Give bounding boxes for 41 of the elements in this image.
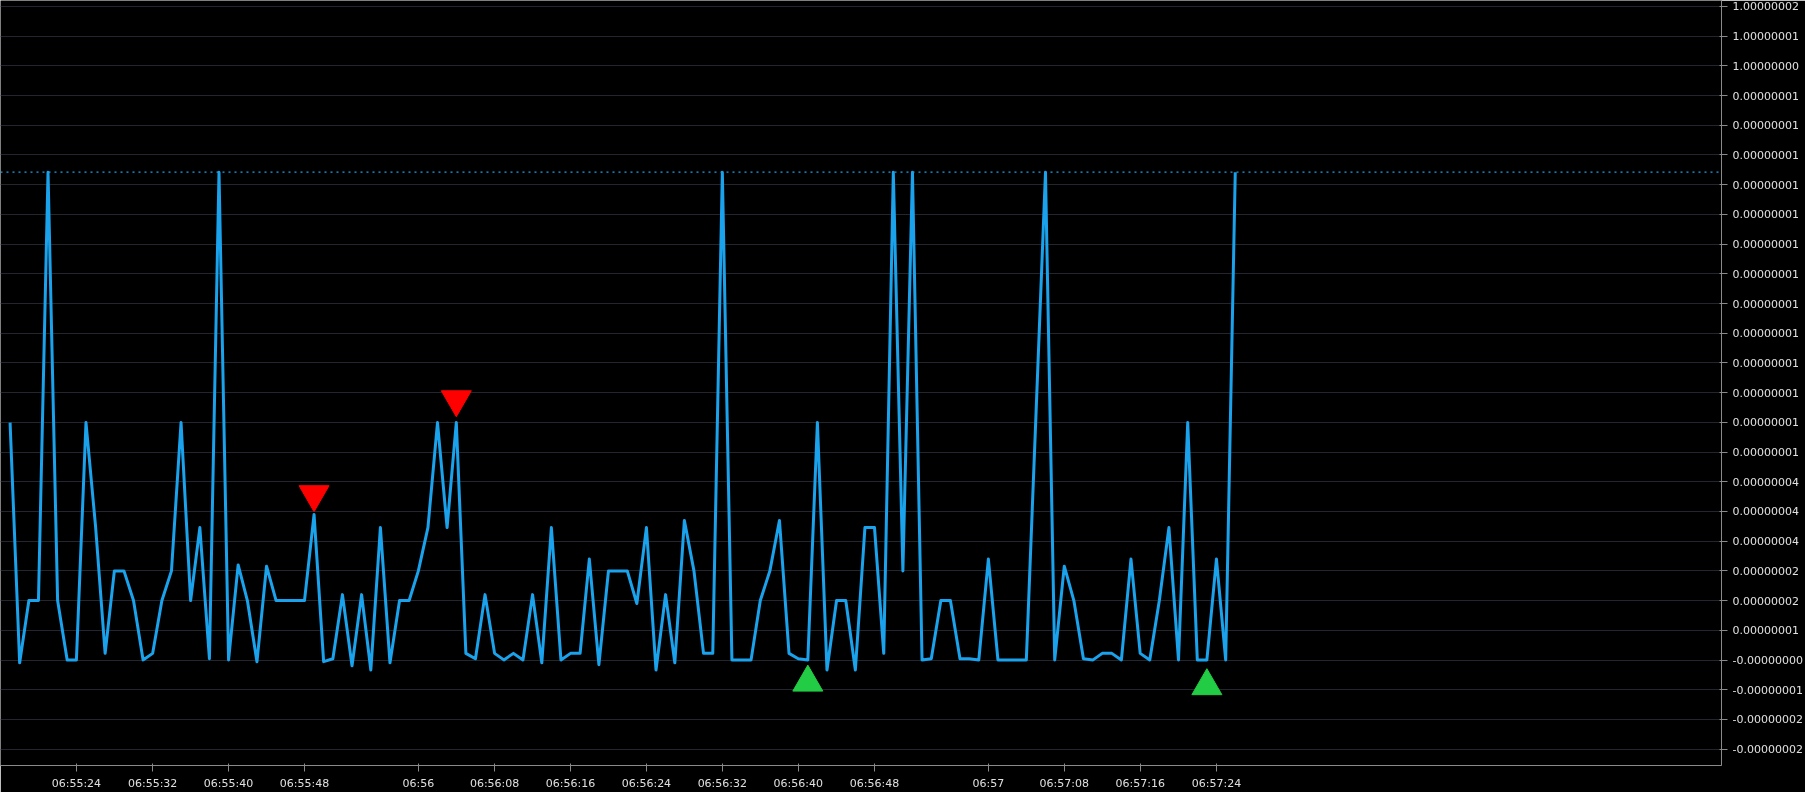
text: 0.00000002 [1732, 564, 1799, 578]
x-tick-label: 06:56:08 [469, 776, 520, 790]
text: 0.00000001 [1732, 386, 1799, 400]
text: 1.00000000 [1732, 59, 1799, 73]
x-tick-label: 06:55:48 [279, 776, 330, 790]
text: 0.00000001 [1732, 267, 1799, 281]
x-tick-label: 06:56 [402, 776, 435, 790]
text: 0.00000001 [1732, 416, 1799, 430]
x-tick-label: 06:56:24 [621, 776, 672, 790]
x-tick-label: 06:55:24 [51, 776, 102, 790]
x-tick-label: 06:57:24 [1191, 776, 1242, 790]
text: 1.00000001 [1732, 30, 1799, 44]
x-tick-label: 06:56:16 [545, 776, 596, 790]
text: 0.00000001 [1732, 89, 1799, 103]
text: 0.00000001 [1732, 327, 1799, 341]
text: -0.00000000 [1732, 654, 1803, 668]
x-tick-label: 06:57:08 [1039, 776, 1089, 790]
text: 0.00000001 [1732, 119, 1799, 133]
x-tick-label: 06:55:32 [127, 776, 178, 790]
text: 0.00000001 [1732, 624, 1799, 638]
text: 0.00000001 [1732, 446, 1799, 460]
text: 0.00000004 [1732, 505, 1799, 519]
text: 0.00000001 [1732, 148, 1799, 162]
text: 0.00000004 [1732, 475, 1799, 489]
text: 0.00000001 [1732, 238, 1799, 252]
x-tick-label: 06:57:16 [1115, 776, 1165, 790]
text: 0.00000001 [1732, 208, 1799, 222]
text: 1.00000002 [1732, 0, 1799, 14]
x-tick-label: 06:55:40 [203, 776, 254, 790]
text: 0.00000002 [1732, 594, 1799, 608]
text: 0.00000001 [1732, 178, 1799, 192]
text: 0.00000001 [1732, 356, 1799, 370]
x-tick-label: 06:56:40 [773, 776, 823, 790]
text: -0.00000001 [1732, 683, 1803, 697]
x-tick-label: 06:57 [972, 776, 1005, 790]
x-tick-label: 06:56:32 [697, 776, 748, 790]
x-tick-label: 06:56:48 [849, 776, 900, 790]
text: 0.00000004 [1732, 535, 1799, 549]
text: -0.00000002 [1732, 743, 1803, 757]
text: 0.00000001 [1732, 297, 1799, 311]
text: -0.00000002 [1732, 713, 1803, 727]
